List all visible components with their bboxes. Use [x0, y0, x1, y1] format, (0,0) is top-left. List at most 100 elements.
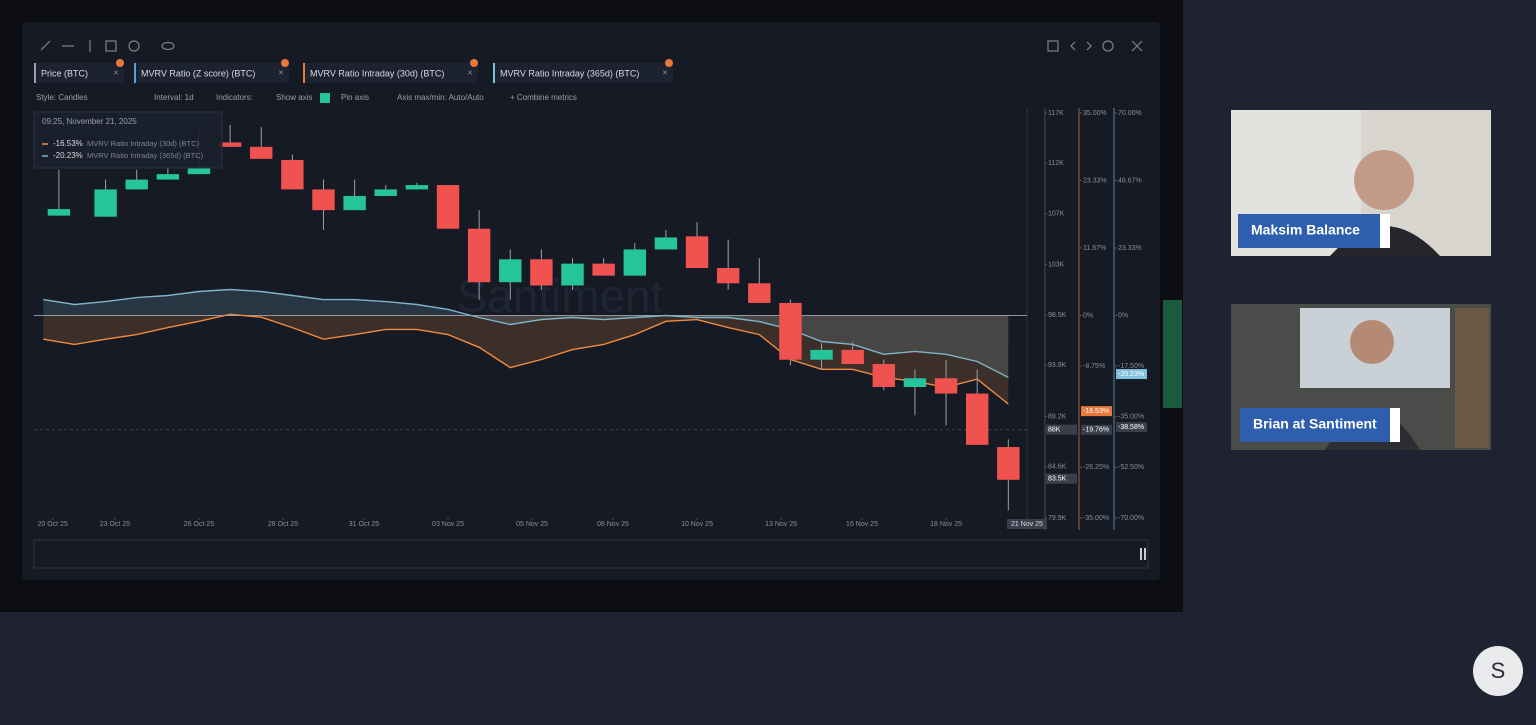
- candle-body: [997, 447, 1020, 480]
- tick-label: 84.6K: [1048, 464, 1067, 471]
- tab-accent: [493, 63, 495, 83]
- tab[interactable]: [493, 63, 673, 83]
- candle-body: [467, 228, 491, 283]
- candle-body: [934, 378, 958, 394]
- tick-label: -17.50%: [1118, 363, 1144, 370]
- tab-close[interactable]: ×: [278, 67, 283, 77]
- candle-body: [125, 179, 148, 190]
- candle-body: [47, 209, 71, 216]
- candle-body: [561, 263, 584, 286]
- tooltip-name: MVRV Ratio Intraday (365d) (BTC): [87, 151, 204, 160]
- tooltip: [33, 111, 223, 169]
- tick-label: -52.50%: [1118, 464, 1144, 471]
- x-tick-label: 26 Oct 25: [184, 521, 214, 528]
- toolbar-item[interactable]: Indicators:: [216, 93, 253, 102]
- tab-accent: [34, 63, 36, 83]
- line: [43, 313, 1009, 405]
- person-head: [1354, 150, 1414, 210]
- area: [43, 314, 1009, 404]
- candle-body: [187, 166, 211, 175]
- candle-body: [156, 174, 180, 180]
- tooltip-name: MVRV Ratio Intraday (30d) (BTC): [87, 139, 199, 148]
- tab-badge: [665, 59, 673, 67]
- tab-badge: [116, 59, 124, 67]
- tick-label: 112K: [1048, 160, 1064, 167]
- tab-accent: [303, 63, 305, 83]
- participant-name: Brian at Santiment: [1253, 416, 1377, 432]
- tab-close[interactable]: ×: [113, 67, 118, 77]
- x-tick-label: 18 Nov 25: [930, 521, 962, 528]
- tick-label: 23.33%: [1118, 245, 1142, 252]
- tick-label: 70.00%: [1118, 110, 1142, 117]
- x-tick-label: 08 Nov 25: [597, 521, 629, 528]
- tab-close[interactable]: ×: [662, 67, 667, 77]
- axis-badge: [1081, 406, 1112, 417]
- side-tab[interactable]: [1163, 300, 1182, 408]
- toolbar-item[interactable]: Show axis: [276, 93, 312, 102]
- axis-badge: [1116, 369, 1147, 380]
- tick-label: 46.67%: [1118, 177, 1142, 184]
- tick-label: -26.25%: [1083, 464, 1109, 471]
- candle-body: [436, 185, 460, 229]
- line: [43, 288, 1009, 379]
- tab-label: MVRV Ratio (Z score) (BTC): [141, 68, 255, 78]
- area: [43, 289, 1009, 378]
- candle-body: [654, 237, 678, 250]
- axis-badge-label: -20.23%: [1118, 371, 1144, 378]
- tooltip-value: -16.53%: [53, 139, 83, 148]
- watermark: Santiment: [456, 270, 663, 322]
- checkbox[interactable]: [320, 93, 330, 103]
- axis-badge-label: -38.58%: [1118, 424, 1144, 431]
- plot: [34, 125, 1027, 511]
- candle-body: [779, 302, 802, 360]
- candle-body: [685, 236, 709, 269]
- toolbar-item[interactable]: + Combine metrics: [510, 93, 577, 102]
- tab[interactable]: [134, 63, 289, 83]
- tab[interactable]: [34, 63, 124, 83]
- candle-body: [592, 263, 615, 276]
- tab-badge: [281, 59, 289, 67]
- candle-body: [499, 259, 522, 283]
- tick-label: 23.33%: [1083, 177, 1107, 184]
- axis-badge-label: 88K: [1048, 426, 1061, 433]
- x-tick-label: 21 Nov 25: [1011, 521, 1043, 528]
- tick-label: 93.9K: [1048, 362, 1067, 369]
- candle-body: [281, 159, 304, 190]
- tick-label: -35.00%: [1118, 414, 1144, 421]
- candle-body: [250, 146, 273, 159]
- tick-label: -35.00%: [1083, 515, 1109, 522]
- participant-name: Maksim Balance: [1251, 222, 1360, 238]
- tab-badge: [470, 59, 478, 67]
- chart-panel: [22, 22, 1160, 580]
- axis-badge-label: -16.53%: [1083, 408, 1109, 415]
- axis-badge-label: 83.5K: [1048, 476, 1067, 483]
- tab-label: MVRV Ratio Intraday (365d) (BTC): [500, 68, 639, 78]
- axis-badge: [1046, 473, 1077, 484]
- name-label-end: [1390, 408, 1400, 442]
- x-tick-highlight: [1007, 519, 1047, 529]
- candle-body: [965, 393, 989, 445]
- axis-badge: [1081, 424, 1112, 435]
- tab[interactable]: [303, 63, 478, 83]
- name-label: [1240, 408, 1390, 442]
- tab-close[interactable]: ×: [467, 67, 472, 77]
- name-label-end: [1380, 214, 1390, 248]
- tick-label: 0%: [1118, 312, 1128, 319]
- toolbar-item[interactable]: Pin axis: [341, 93, 369, 102]
- toolbar-item[interactable]: Style: Candles: [36, 93, 88, 102]
- tick-label: 103K: [1048, 262, 1065, 269]
- navigator-handle[interactable]: [1140, 548, 1146, 560]
- candle-body: [218, 142, 242, 147]
- tab-label: Price (BTC): [41, 68, 88, 78]
- candle-body: [903, 378, 927, 388]
- person-head: [1350, 320, 1394, 364]
- toolbar-item[interactable]: Axis max/min: Auto/Auto: [397, 93, 484, 102]
- candle-body: [312, 189, 335, 211]
- toolbar-item[interactable]: Interval: 1d: [154, 93, 194, 102]
- candle-body: [343, 195, 366, 211]
- candle-body: [623, 249, 646, 276]
- x-tick-label: 03 Nov 25: [432, 521, 464, 528]
- tick-label: 98.5K: [1048, 312, 1067, 319]
- candle-body: [841, 349, 864, 365]
- x-tick-label: 23 Oct 25: [100, 521, 130, 528]
